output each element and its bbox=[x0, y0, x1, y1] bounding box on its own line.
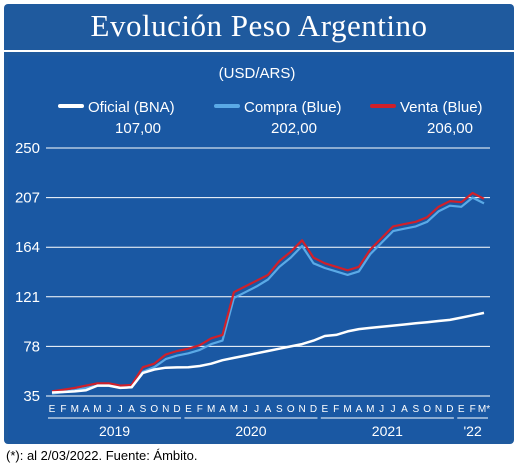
x-tick-label: J bbox=[243, 404, 248, 415]
x-tick-label: A bbox=[219, 404, 226, 415]
legend-label: Oficial (BNA) bbox=[88, 99, 175, 116]
x-tick-label: O bbox=[287, 404, 295, 415]
x-tick-label: O bbox=[423, 404, 431, 415]
x-tick-label: M bbox=[343, 404, 351, 415]
x-tick-label: D bbox=[173, 404, 180, 415]
x-tick-label: M bbox=[366, 404, 374, 415]
legend-value: 107,00 bbox=[115, 120, 161, 137]
x-tick-label: E bbox=[322, 404, 329, 415]
x-tick-label: M bbox=[230, 404, 238, 415]
plot-area bbox=[46, 148, 490, 396]
x-tick-label: F bbox=[197, 404, 203, 415]
x-tick-label: A bbox=[265, 404, 272, 415]
x-tick-label: M bbox=[93, 404, 101, 415]
legend-label: Venta (Blue) bbox=[400, 99, 483, 116]
legend-value: 202,00 bbox=[271, 120, 317, 137]
year-label: '22 bbox=[464, 423, 482, 439]
x-tick-label: J bbox=[391, 404, 396, 415]
footer-note: (*): al 2/03/2022. Fuente: Ámbito. bbox=[6, 448, 198, 463]
x-tick-label: M bbox=[71, 404, 79, 415]
x-tick-label: O bbox=[150, 404, 158, 415]
legend-label: Compra (Blue) bbox=[244, 99, 342, 116]
x-tick-label: A bbox=[401, 404, 408, 415]
x-tick-label: S bbox=[276, 404, 283, 415]
legend-value: 206,00 bbox=[427, 120, 473, 137]
y-tick-label: 121 bbox=[15, 289, 40, 306]
year-label: 2021 bbox=[372, 423, 403, 439]
x-tick-label: E bbox=[185, 404, 192, 415]
chart-title: Evolución Peso Argentino bbox=[90, 8, 428, 43]
series-line bbox=[51, 191, 485, 393]
x-tick-label: M* bbox=[478, 404, 490, 415]
year-label: 2019 bbox=[99, 423, 130, 439]
x-tick-label: J bbox=[118, 404, 123, 415]
y-tick-label: 207 bbox=[15, 190, 40, 207]
x-tick-label: F bbox=[60, 404, 66, 415]
series-line bbox=[51, 311, 485, 394]
y-tick-label: 78 bbox=[23, 338, 40, 355]
x-tick-label: M bbox=[207, 404, 215, 415]
x-tick-label: A bbox=[128, 404, 135, 415]
x-tick-label: S bbox=[140, 404, 147, 415]
x-tick-label: J bbox=[254, 404, 259, 415]
y-tick-label: 250 bbox=[15, 140, 40, 157]
x-tick-label: J bbox=[379, 404, 384, 415]
x-tick-label: N bbox=[435, 404, 442, 415]
x-tick-label: F bbox=[333, 404, 339, 415]
title-divider bbox=[4, 50, 514, 52]
x-tick-label: D bbox=[310, 404, 317, 415]
x-tick-label: F bbox=[470, 404, 476, 415]
y-tick-label: 164 bbox=[15, 239, 40, 256]
x-tick-label: N bbox=[298, 404, 305, 415]
x-tick-label: D bbox=[446, 404, 453, 415]
x-tick-label: N bbox=[162, 404, 169, 415]
x-tick-label: S bbox=[412, 404, 419, 415]
x-tick-label: A bbox=[356, 404, 363, 415]
x-tick-label: A bbox=[83, 404, 90, 415]
x-tick-label: E bbox=[49, 404, 56, 415]
chart-subtitle: (USD/ARS) bbox=[219, 65, 296, 82]
y-tick-label: 35 bbox=[23, 388, 40, 405]
x-tick-label: J bbox=[106, 404, 111, 415]
x-tick-label: E bbox=[458, 404, 465, 415]
year-label: 2020 bbox=[235, 423, 266, 439]
